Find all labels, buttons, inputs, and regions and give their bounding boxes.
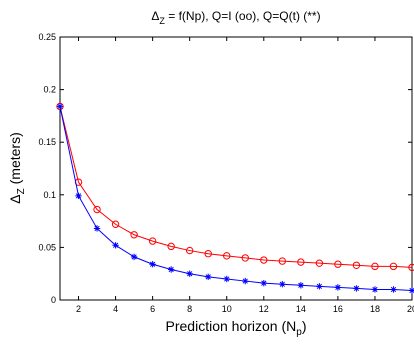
y-tick-label: 0.15 <box>38 137 56 147</box>
data-point-star <box>242 277 249 285</box>
x-tick-label: 12 <box>259 304 269 314</box>
data-point-circle <box>278 257 287 265</box>
data-point-circle <box>185 246 194 255</box>
data-point-circle <box>130 231 138 239</box>
x-tick-label: 4 <box>113 304 118 314</box>
x-tick-label: 10 <box>222 304 232 314</box>
data-point-star <box>223 275 230 283</box>
data-point-star <box>371 286 379 293</box>
data-point-star <box>279 281 286 288</box>
data-point-circle <box>334 260 342 268</box>
data-point-star <box>316 283 323 290</box>
data-point-circle <box>111 220 120 228</box>
data-point-star <box>112 242 119 249</box>
data-point-star <box>353 285 360 292</box>
y-tick-label: 0.1 <box>43 190 56 200</box>
x-tick-label: 6 <box>150 304 155 314</box>
data-point-circle <box>148 237 157 245</box>
y-tick-label: 0.25 <box>38 32 56 42</box>
data-point-circle <box>352 261 361 269</box>
data-point-circle <box>371 262 379 271</box>
y-tick-label: 0.2 <box>43 85 56 95</box>
x-tick-label: 20 <box>407 304 414 314</box>
data-point-circle <box>389 262 398 271</box>
plot-frame <box>59 36 413 301</box>
y-tick-label: 0 <box>51 295 56 305</box>
data-point-star <box>167 266 175 273</box>
x-tick-label: 8 <box>187 304 192 314</box>
data-point-star <box>56 103 64 110</box>
data-point-star <box>408 287 414 294</box>
chart-title: ΔZ = f(Np), Q=I (oo), Q=Q(t) (**) <box>151 9 320 26</box>
data-point-circle <box>241 254 249 262</box>
x-tick-label: 2 <box>76 304 81 314</box>
x-tick-label: 14 <box>296 304 306 314</box>
data-point-circle <box>408 263 414 272</box>
data-point-circle <box>93 205 101 214</box>
data-point-star <box>260 279 267 287</box>
x-axis-title: Prediction horizon (Np) <box>166 318 307 338</box>
data-point-circle <box>204 250 212 258</box>
data-point-star <box>75 192 82 200</box>
data-point-star <box>186 270 193 277</box>
data-point-circle <box>223 252 231 260</box>
y-tick-label: 0.05 <box>38 242 56 252</box>
data-point-star <box>334 284 342 291</box>
data-point-star <box>130 253 138 261</box>
data-point-circle <box>260 256 268 264</box>
x-tick-label: 18 <box>370 304 380 314</box>
data-point-star <box>390 286 397 293</box>
data-point-star <box>297 282 305 289</box>
plot-area: 2 4 6 8 10 12 14 16 18 20 0 0.05 0.1 0.15 0.2 0.25 <box>38 32 414 314</box>
data-point-star <box>205 273 212 281</box>
data-point-star <box>149 261 156 268</box>
y-axis-title: ΔZ (meters) <box>7 132 27 203</box>
data-point-circle <box>167 242 175 251</box>
data-point-circle <box>297 258 305 266</box>
data-point-star <box>93 225 101 232</box>
data-point-circle <box>315 259 324 267</box>
x-tick-label: 16 <box>333 304 343 314</box>
